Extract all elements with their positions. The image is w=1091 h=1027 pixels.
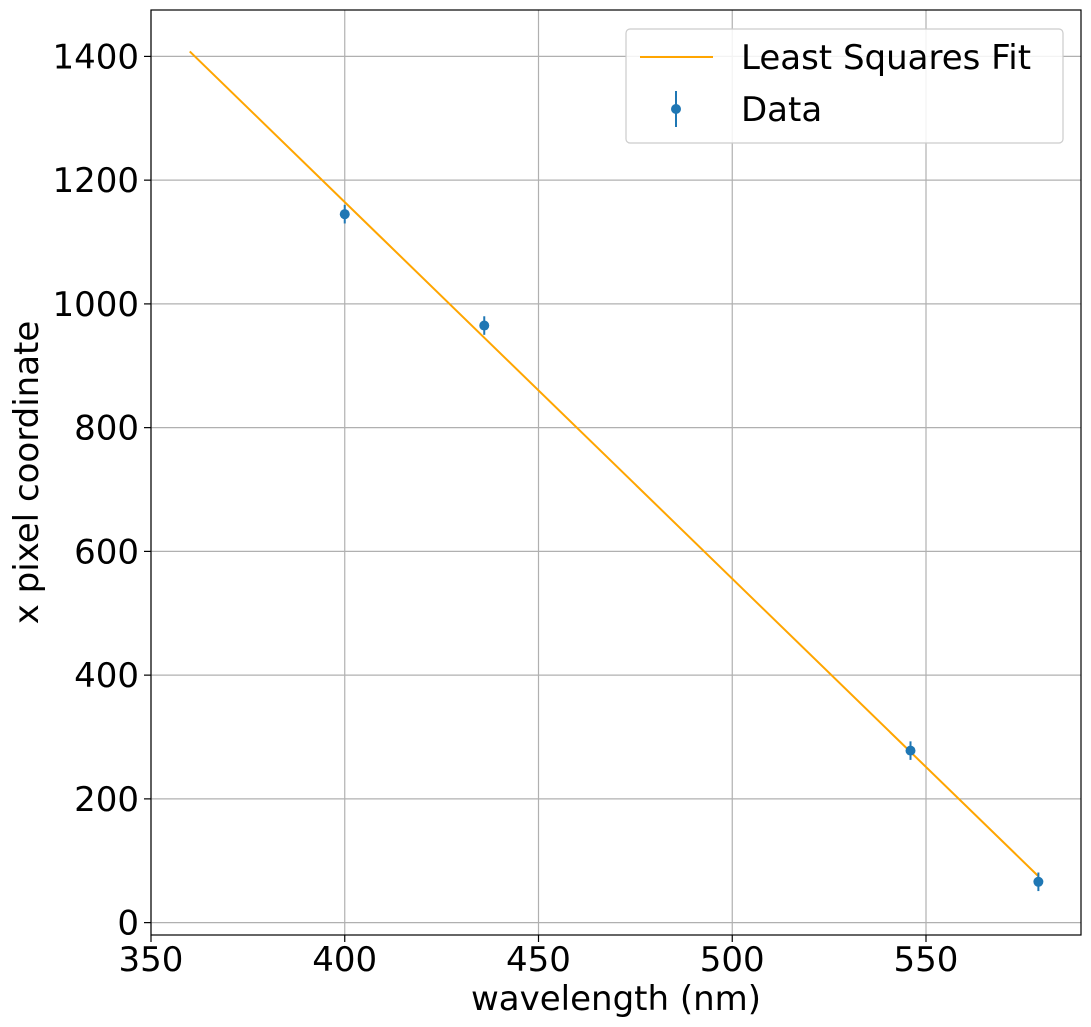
data-point bbox=[1033, 872, 1044, 892]
y-tick-label: 600 bbox=[74, 532, 139, 572]
y-tick-label: 1400 bbox=[52, 37, 139, 77]
data-marker bbox=[339, 209, 350, 220]
x-axis-label: wavelength (nm) bbox=[471, 979, 761, 1019]
y-tick-label: 0 bbox=[117, 904, 139, 944]
y-tick-label: 200 bbox=[74, 780, 139, 820]
legend-data-marker-swatch bbox=[671, 104, 681, 114]
plot-frame bbox=[150, 9, 1082, 936]
data-point bbox=[339, 204, 350, 224]
x-tick-label: 550 bbox=[894, 940, 959, 980]
legend-box bbox=[625, 28, 1064, 144]
y-tick-label: 800 bbox=[74, 409, 139, 449]
data-points-layer bbox=[339, 204, 1044, 892]
y-tick-label: 400 bbox=[74, 656, 139, 696]
fit-line bbox=[189, 50, 1040, 877]
fit-line-layer bbox=[189, 50, 1040, 877]
x-tick-label: 400 bbox=[312, 940, 377, 980]
data-point bbox=[905, 741, 916, 760]
y-axis-label: x pixel coordinate bbox=[7, 321, 47, 625]
x-tick-label: 450 bbox=[506, 940, 571, 980]
data-marker bbox=[1033, 876, 1044, 887]
data-marker bbox=[479, 320, 490, 331]
legend-data-label: Data bbox=[741, 90, 822, 130]
y-tick-label: 1000 bbox=[52, 285, 139, 325]
y-ticks: 0 200 400 600 800 1000 1200 1400 bbox=[52, 37, 151, 944]
y-tick-label: 1200 bbox=[52, 161, 139, 201]
data-marker bbox=[905, 745, 916, 756]
x-tick-label: 350 bbox=[119, 940, 184, 980]
legend-fit-label: Least Squares Fit bbox=[741, 38, 1031, 78]
legend: Least Squares Fit Data bbox=[625, 28, 1064, 144]
x-tick-label: 500 bbox=[700, 940, 765, 980]
x-ticks: 350 400 450 500 550 bbox=[119, 935, 959, 980]
data-point bbox=[479, 316, 490, 335]
